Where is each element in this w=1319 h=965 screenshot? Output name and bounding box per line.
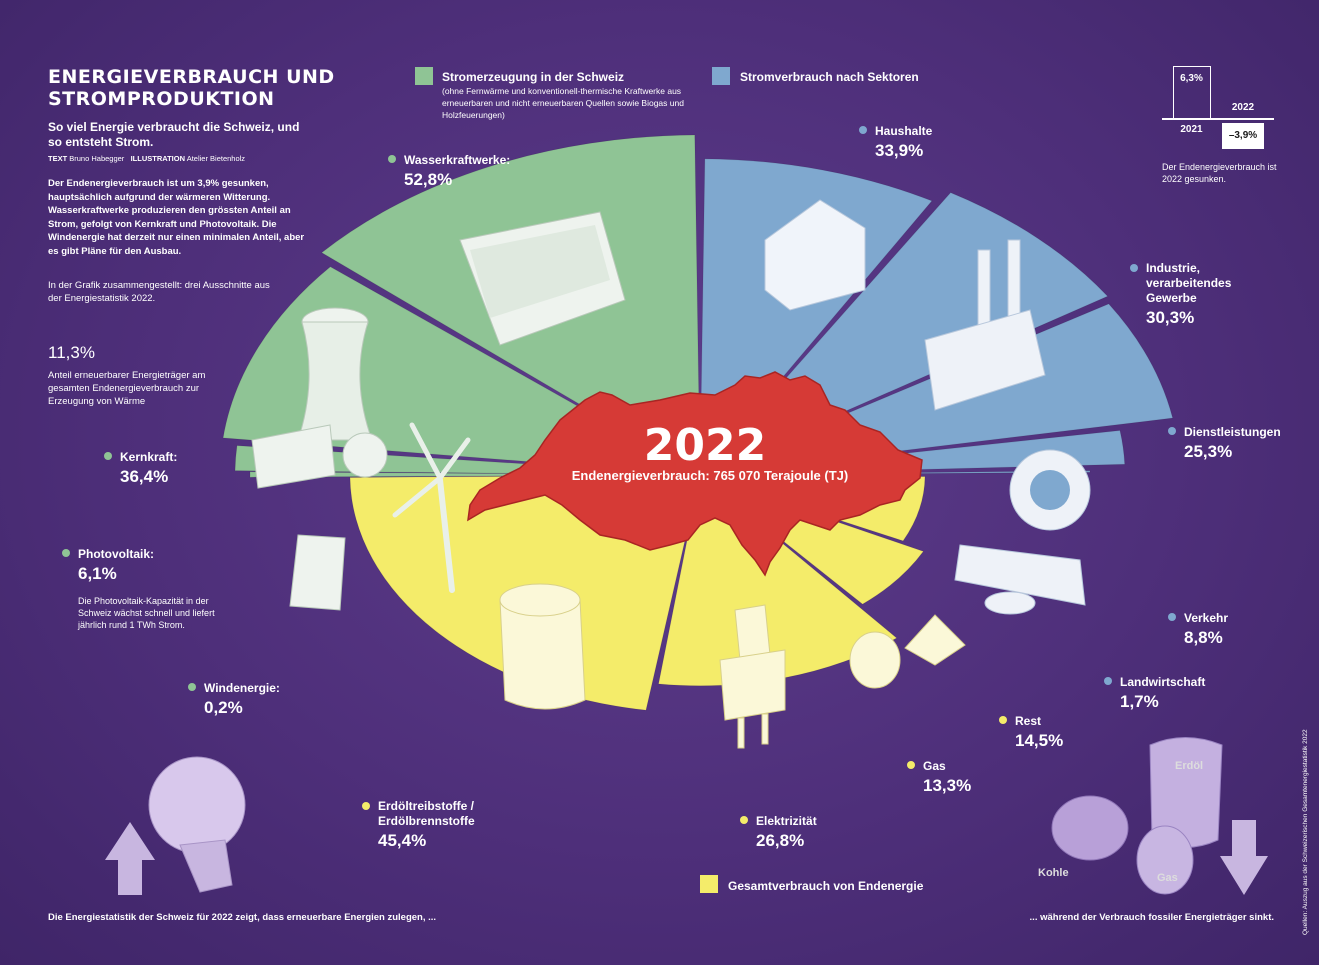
legend-blue-swatch bbox=[712, 67, 730, 85]
label-name: Windenergie: bbox=[204, 681, 280, 695]
wind-turbine-icon bbox=[392, 422, 471, 593]
label-name: Industrie, verarbeitendes Gewerbe bbox=[1146, 261, 1232, 305]
solar-panel-icon bbox=[289, 534, 346, 611]
label-dienstleistungen: Dienstleistungen 25,3% bbox=[1168, 425, 1281, 462]
gear-icon bbox=[1009, 449, 1091, 531]
credit-text-label: TEXT bbox=[48, 154, 68, 163]
label-pct: 0,2% bbox=[204, 698, 243, 717]
cooling-tower-icon bbox=[251, 307, 388, 489]
label-pct: 52,8% bbox=[404, 170, 453, 189]
pv-note: Die Photovoltaik-Kapazität in der Schwei… bbox=[78, 596, 215, 630]
gas-bottle-icon bbox=[849, 631, 901, 689]
mini-year-2022: 2022 bbox=[1231, 102, 1255, 113]
credits: TEXT Bruno Habegger ILLUSTRATION Atelier… bbox=[48, 154, 245, 163]
label-name: Dienstleistungen bbox=[1184, 425, 1281, 439]
dam-icon bbox=[459, 211, 626, 346]
label-name: Rest bbox=[1015, 714, 1042, 728]
mini-value-2021: 6,3% bbox=[1180, 73, 1203, 84]
pic-label-erdoel: Erdöl bbox=[1175, 760, 1204, 772]
label-pct: 45,4% bbox=[378, 831, 427, 850]
bottom-right-caption: ... während der Verbrauch fossiler Energ… bbox=[1029, 912, 1274, 923]
center-year: 2022 bbox=[643, 420, 767, 471]
label-haushalte: Haushalte 33,9% bbox=[859, 124, 932, 161]
pic-label-gas: Gas bbox=[1157, 872, 1178, 884]
intro-text: Der Endenergieverbrauch ist um 3,9% gesu… bbox=[48, 178, 305, 257]
label-name: Photovoltaik: bbox=[78, 547, 155, 561]
mini-bar-2021 bbox=[1173, 66, 1211, 119]
arrow-down-icon bbox=[1220, 820, 1268, 895]
label-pct: 8,8% bbox=[1184, 628, 1223, 647]
note-text: In der Grafik zusammengestellt: drei Aus… bbox=[48, 280, 270, 304]
label-name: Haushalte bbox=[875, 124, 933, 138]
light-bulb-icon bbox=[148, 756, 246, 893]
pyramid-icon bbox=[904, 614, 966, 666]
legend-green-sub: (ohne Fernwärme und konventionell-thermi… bbox=[442, 86, 684, 120]
label-pct: 14,5% bbox=[1015, 731, 1064, 750]
factory-icon bbox=[924, 239, 1046, 411]
arrow-up-icon bbox=[105, 822, 155, 895]
oil-barrel-icon bbox=[499, 583, 586, 710]
plug-icon bbox=[719, 604, 786, 749]
pic-label-kohle: Kohle bbox=[1038, 867, 1069, 879]
legend-green-title: Stromerzeugung in der Schweiz bbox=[442, 70, 625, 84]
label-pct: 33,9% bbox=[875, 141, 924, 160]
label-wasserkraft: Wasserkraftwerke: 52,8% bbox=[388, 153, 510, 190]
mini-baseline bbox=[1162, 118, 1274, 120]
label-pct: 25,3% bbox=[1184, 442, 1233, 461]
label-elektrizitaet: Elektrizität 26,8% bbox=[740, 814, 817, 851]
train-icon bbox=[954, 544, 1086, 606]
label-kernkraft: Kernkraft: 36,4% bbox=[104, 450, 177, 487]
label-pct: 6,1% bbox=[78, 564, 117, 583]
label-name: Elektrizität bbox=[756, 814, 817, 828]
label-name: Erdöltreibstoffe / Erdölbrennstoffe bbox=[378, 799, 475, 828]
mini-value-2022: –3,9% bbox=[1222, 123, 1264, 149]
source-note: Quellen: Auszug aus der Schweizerischen … bbox=[1302, 729, 1309, 935]
pig-icon bbox=[984, 591, 1036, 615]
label-name: Verkehr bbox=[1184, 611, 1229, 625]
label-name: Gas bbox=[923, 759, 946, 773]
credit-text-author: Bruno Habegger bbox=[69, 154, 125, 163]
house-icon bbox=[764, 199, 866, 311]
mini-chart-text: Der Endenergieverbrauch ist 2022 gesunke… bbox=[1162, 162, 1277, 184]
subtitle: So viel Energie verbraucht die Schweiz, … bbox=[48, 120, 300, 149]
label-name: Wasserkraftwerke: bbox=[404, 153, 511, 167]
renewable-text: Anteil erneuerbarer Energieträger am ges… bbox=[48, 370, 206, 407]
credit-illu-label: ILLUSTRATION bbox=[130, 154, 186, 163]
legend-green-swatch bbox=[415, 67, 433, 85]
label-name: Kernkraft: bbox=[120, 450, 178, 464]
label-pct: 30,3% bbox=[1146, 308, 1195, 327]
label-verkehr: Verkehr 8,8% bbox=[1168, 611, 1228, 648]
label-name: Landwirtschaft bbox=[1120, 675, 1206, 689]
legend-yellow-swatch bbox=[700, 875, 718, 893]
label-photovoltaik: Photovoltaik: 6,1% bbox=[62, 547, 154, 584]
renewable-value: 11,3% bbox=[48, 343, 95, 362]
center-text: Endenergieverbrauch: 765 070 Terajoule (… bbox=[571, 468, 849, 483]
mini-year-2021: 2021 bbox=[1180, 124, 1203, 135]
switzerland-map bbox=[467, 371, 923, 577]
credit-illu-author: Atelier Bietenholz bbox=[186, 154, 246, 163]
legend-blue-title: Stromverbrauch nach Sektoren bbox=[740, 70, 919, 84]
label-pct: 26,8% bbox=[756, 831, 805, 850]
bottom-left-caption: Die Energiestatistik der Schweiz für 202… bbox=[48, 912, 437, 923]
label-rest: Rest 14,5% bbox=[999, 714, 1063, 751]
label-pct: 13,3% bbox=[923, 776, 972, 795]
label-pct: 1,7% bbox=[1120, 692, 1159, 711]
label-erdoel: Erdöltreibstoffe / Erdölbrennstoffe 45,4… bbox=[362, 799, 502, 851]
label-landwirtschaft: Landwirtschaft 1,7% bbox=[1104, 675, 1205, 712]
coal-icon bbox=[1051, 795, 1129, 861]
label-gas: Gas 13,3% bbox=[907, 759, 971, 796]
label-industrie: Industrie, verarbeitendes Gewerbe 30,3% bbox=[1130, 261, 1260, 328]
label-pct: 36,4% bbox=[120, 467, 169, 486]
legend-yellow-title: Gesamtverbrauch von Endenergie bbox=[728, 879, 924, 893]
label-windenergie: Windenergie: 0,2% bbox=[188, 681, 280, 718]
page-title: ENERGIEVERBRAUCH UND STROMPRODUKTION bbox=[48, 66, 335, 110]
fossil-gas-bottle-icon bbox=[1136, 825, 1194, 895]
